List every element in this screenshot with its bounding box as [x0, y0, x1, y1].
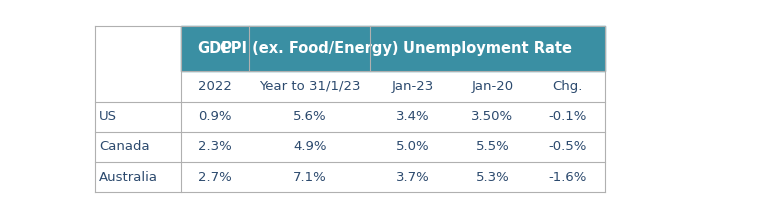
- Text: -0.5%: -0.5%: [548, 140, 587, 153]
- Text: 4.9%: 4.9%: [293, 140, 326, 153]
- Text: 5.6%: 5.6%: [293, 110, 326, 123]
- Text: GDP: GDP: [198, 41, 232, 56]
- Text: 2022: 2022: [198, 80, 232, 93]
- Text: 5.3%: 5.3%: [475, 171, 509, 184]
- Text: CPI (ex. Food/Energy): CPI (ex. Food/Energy): [220, 41, 399, 56]
- Text: 2.3%: 2.3%: [198, 140, 232, 153]
- Text: Jan-23: Jan-23: [391, 80, 434, 93]
- Text: Unemployment Rate: Unemployment Rate: [403, 41, 572, 56]
- Text: Jan-20: Jan-20: [472, 80, 513, 93]
- Text: 5.0%: 5.0%: [396, 140, 429, 153]
- Bar: [182, 26, 605, 71]
- Text: 0.9%: 0.9%: [198, 110, 232, 123]
- Text: 5.5%: 5.5%: [475, 140, 509, 153]
- Text: 3.50%: 3.50%: [472, 110, 513, 123]
- Text: -0.1%: -0.1%: [548, 110, 587, 123]
- Text: 7.1%: 7.1%: [293, 171, 326, 184]
- Text: Chg.: Chg.: [553, 80, 583, 93]
- Text: 3.7%: 3.7%: [396, 171, 429, 184]
- Text: -1.6%: -1.6%: [548, 171, 587, 184]
- Text: Year to 31/1/23: Year to 31/1/23: [259, 80, 360, 93]
- Text: Canada: Canada: [99, 140, 150, 153]
- Text: 2.7%: 2.7%: [198, 171, 232, 184]
- Text: 3.4%: 3.4%: [396, 110, 429, 123]
- Text: Australia: Australia: [99, 171, 158, 184]
- Text: US: US: [99, 110, 117, 123]
